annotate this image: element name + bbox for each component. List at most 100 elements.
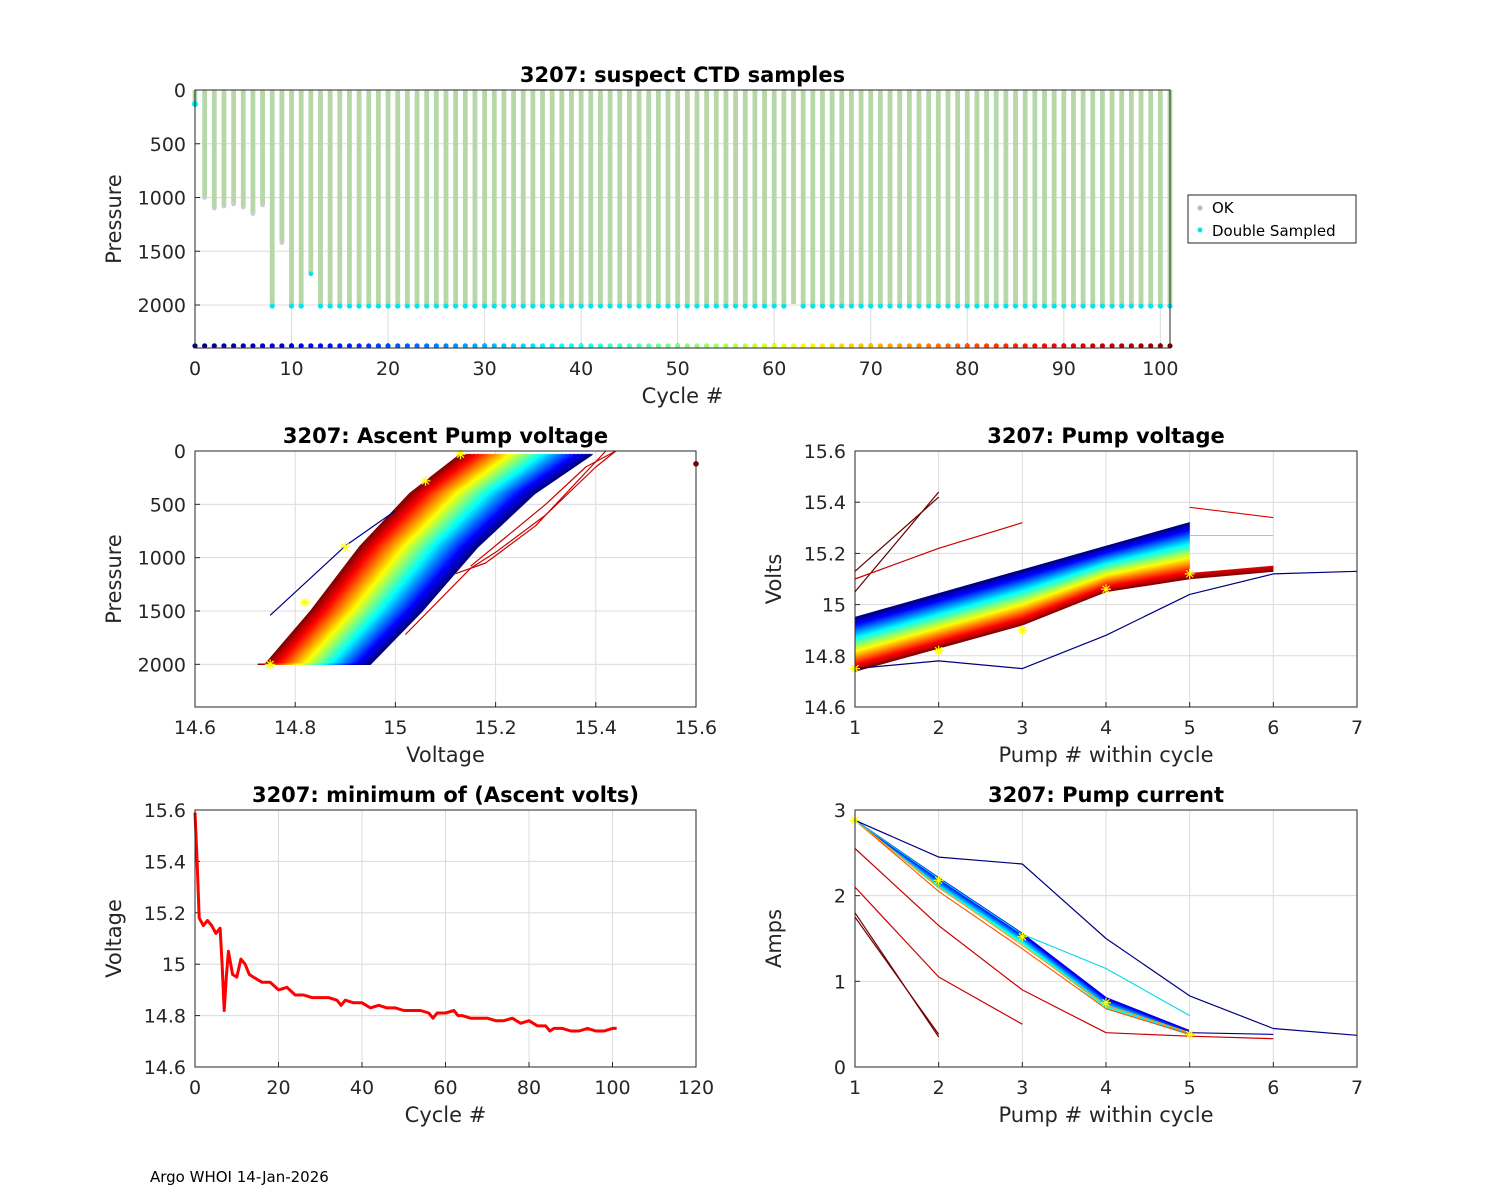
axes-frame bbox=[194, 809, 697, 1068]
cycle-color-point bbox=[317, 343, 324, 349]
profile-bar bbox=[1022, 90, 1028, 307]
profile-bar bbox=[260, 90, 265, 206]
x-axis-label: Pump # within cycle bbox=[999, 743, 1214, 767]
cycle-color-point bbox=[327, 343, 333, 349]
star-stroke bbox=[1018, 932, 1027, 941]
profile-bar bbox=[646, 90, 652, 307]
cycle-color-point bbox=[868, 343, 874, 349]
double-sampled-point bbox=[964, 303, 970, 309]
cycle-color-point bbox=[491, 343, 497, 349]
profile-bar bbox=[366, 90, 372, 307]
profile-bar bbox=[887, 90, 893, 307]
ok-point bbox=[260, 202, 265, 208]
profile-bar bbox=[868, 90, 874, 307]
outlier-line bbox=[854, 819, 1358, 1036]
double-sampled-point bbox=[945, 303, 951, 309]
x-tick-label: 10 bbox=[279, 358, 303, 380]
profile-bar bbox=[298, 90, 304, 307]
cycle-color-point bbox=[588, 343, 594, 349]
profile-bar bbox=[501, 90, 507, 307]
profile-bar bbox=[1013, 90, 1018, 307]
double-sampled-point bbox=[713, 303, 719, 309]
y-tick-label: 0 bbox=[834, 1057, 846, 1079]
x-tick-label: 80 bbox=[517, 1077, 541, 1099]
ok-point bbox=[221, 203, 227, 209]
double-sampled-point bbox=[829, 303, 835, 309]
cycle-color-point bbox=[858, 343, 864, 349]
y-tick-label: 15 bbox=[822, 595, 846, 617]
profile-bar bbox=[704, 90, 710, 307]
profile-bar bbox=[955, 90, 961, 307]
profile-bar bbox=[511, 90, 516, 307]
double-sampled-point bbox=[800, 303, 806, 309]
double-sampled-point bbox=[539, 303, 546, 309]
profile-bar bbox=[578, 90, 584, 307]
y-axis-label: Amps bbox=[762, 909, 786, 968]
mean-star-marker bbox=[933, 875, 944, 886]
cycle-color-point bbox=[202, 343, 208, 349]
y-tick-label: 2000 bbox=[138, 295, 186, 317]
ok-point bbox=[308, 271, 314, 277]
profile-bar bbox=[520, 90, 526, 307]
double-sampled-point bbox=[366, 303, 372, 309]
profile-bar bbox=[877, 90, 883, 307]
chart-title: 3207: Pump current bbox=[988, 783, 1224, 807]
double-sampled-point bbox=[781, 303, 787, 309]
plot-marks bbox=[850, 491, 1358, 674]
cycle-color-point bbox=[964, 343, 970, 349]
plot-marks bbox=[192, 90, 1173, 349]
cycle-color-point bbox=[1157, 343, 1163, 349]
double-sampled-point bbox=[858, 303, 864, 309]
chart-title: 3207: suspect CTD samples bbox=[520, 63, 845, 87]
cycle-color-point bbox=[1090, 343, 1096, 349]
double-sampled-point bbox=[1138, 303, 1144, 309]
cycle-color-point bbox=[395, 343, 401, 349]
profile-bar bbox=[318, 90, 323, 307]
double-sampled-point bbox=[983, 303, 990, 309]
y-tick-label: 15.6 bbox=[144, 800, 186, 822]
cycle-color-point bbox=[906, 343, 912, 349]
legend-ok-marker bbox=[1197, 205, 1203, 211]
star-stroke bbox=[1018, 626, 1027, 635]
panel-pump-voltage: 1 2 3 4 5 6 7 14.6 14.8 15 15.2 15.4 15.6 3207: Pump … bbox=[762, 424, 1363, 767]
profile-bar bbox=[1090, 90, 1096, 307]
double-sampled-point bbox=[424, 303, 430, 309]
profile-bar bbox=[752, 90, 758, 307]
cycle-color-point bbox=[250, 343, 256, 349]
profile-bar bbox=[549, 90, 555, 307]
cycle-color-point bbox=[520, 343, 526, 349]
profile-bar bbox=[627, 90, 632, 307]
profile-bar bbox=[347, 90, 352, 307]
cycle-color-point bbox=[1119, 343, 1125, 349]
profile-bar bbox=[202, 90, 208, 198]
double-sampled-point bbox=[530, 303, 536, 309]
x-tick-label: 1 bbox=[849, 717, 861, 739]
double-sampled-point bbox=[578, 303, 584, 309]
star-stroke bbox=[934, 646, 943, 655]
ascent-profile-line bbox=[362, 453, 593, 665]
panel-ascent-pump-voltage: 14.6 14.8 15 15.2 15.4 15.6 0 500 1000 1500 2000 32… bbox=[102, 424, 717, 767]
cycle-color-point bbox=[771, 343, 777, 349]
y-tick-label: 15.6 bbox=[804, 441, 846, 463]
outlier-line bbox=[854, 916, 940, 1035]
cycle-color-point bbox=[646, 343, 652, 349]
double-sampled-point bbox=[771, 303, 777, 309]
profile-bar bbox=[926, 90, 932, 307]
chart-title: 3207: minimum of (Ascent volts) bbox=[252, 783, 639, 807]
profile-bar bbox=[1119, 90, 1125, 307]
cycle-color-point bbox=[298, 343, 304, 349]
profile-bar bbox=[993, 90, 999, 307]
cycle-color-point bbox=[877, 343, 883, 349]
profile-bar bbox=[1042, 90, 1047, 307]
panel-minimum-ascent-volts: 0 20 40 60 80 100 120 14.6 14.8 15 15.2 15.4 15.6 320… bbox=[102, 783, 714, 1127]
cycle-color-point bbox=[1138, 343, 1144, 349]
x-axis-label: Pump # within cycle bbox=[999, 1103, 1214, 1127]
chart-title: 3207: Ascent Pump voltage bbox=[283, 424, 608, 448]
x-tick-label: 60 bbox=[433, 1077, 457, 1099]
x-tick-label: 40 bbox=[569, 358, 593, 380]
y-tick-label: 15.4 bbox=[144, 851, 186, 873]
profile-bar bbox=[404, 90, 410, 307]
profile-bar bbox=[617, 90, 623, 307]
double-sampled-point bbox=[443, 303, 449, 309]
pump-current-line bbox=[854, 819, 1190, 1035]
